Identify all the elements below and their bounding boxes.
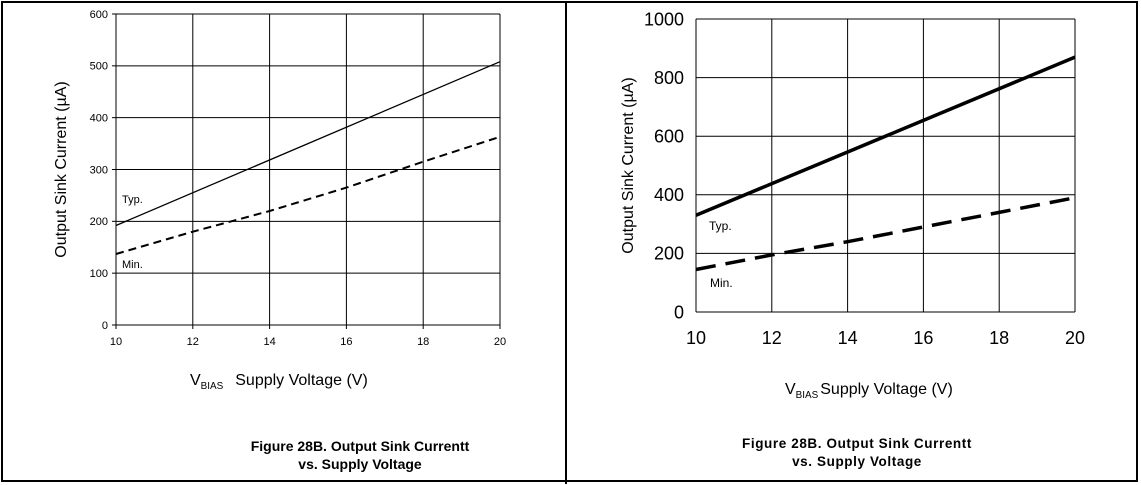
y-tick-label: 0 [674, 302, 684, 322]
series-line-min [695, 195, 1076, 272]
y-tick-label: 0 [102, 320, 108, 332]
caption-left-line1: Figure 28B. Output Sink Currentt [250, 438, 470, 454]
caption-right-line1: Figure 28B. Output Sink Currentt [742, 436, 972, 451]
x-tick-label: 20 [494, 336, 506, 348]
x-tick-label: 12 [187, 336, 199, 348]
caption-left-line2: vs. Supply Voltage [298, 456, 422, 472]
chart-panel-left: 10 12 14 16 18 20 0 100 200 300 400 500 600 Output Si… [0, 0, 565, 485]
y-tick-label: 500 [90, 61, 108, 73]
y-tick-label: 100 [90, 268, 108, 280]
y-tick-label: 600 [90, 9, 108, 21]
series-line-min [115, 135, 501, 255]
x-tick-label: 18 [417, 336, 429, 348]
series-label-min: Min. [710, 276, 733, 290]
caption-right-line2: vs. Supply Voltage [792, 454, 922, 469]
y-tick-label: 300 [90, 164, 108, 176]
series-label-min: Min. [122, 259, 143, 271]
y-tick-label: 200 [90, 216, 108, 228]
series-line-typ [695, 55, 1076, 217]
y-tick-label: 200 [654, 244, 684, 264]
x-tick-label: 20 [1065, 328, 1085, 348]
y-tick-label: 800 [654, 68, 684, 88]
x-tick-label: 16 [913, 328, 933, 348]
x-axis-label: VBIAS Supply Voltage (V) [190, 372, 368, 392]
caption-right: Figure 28B. Output Sink Currentt vs. Sup… [647, 435, 1067, 471]
x-tick-label: 14 [838, 328, 858, 348]
chart-panel-right: 10 12 14 16 18 20 0 200 400 600 800 1000 Output Sink… [567, 0, 1141, 485]
x-axis-label: VBIAS Supply Voltage (V) [785, 381, 953, 401]
x-tick-label: 12 [762, 328, 782, 348]
series-label-typ: Typ. [122, 194, 143, 206]
y-tick-label: 400 [654, 185, 684, 205]
x-tick-label: 14 [263, 336, 275, 348]
x-tick-label: 16 [340, 336, 352, 348]
series-line-typ [115, 61, 501, 227]
x-tick-label: 10 [686, 328, 706, 348]
x-tick-label: 10 [110, 336, 122, 348]
y-tick-label: 1000 [644, 9, 684, 29]
y-axis-label: Output Sink Current (µA) [53, 81, 70, 257]
caption-left: Figure 28B. Output Sink Currentt vs. Sup… [150, 437, 570, 473]
y-axis-label: Output Sink Current (µA) [620, 77, 637, 253]
series-label-typ: Typ. [709, 219, 732, 233]
panel-divider [565, 1, 567, 484]
x-tick-label: 18 [989, 328, 1009, 348]
y-tick-label: 600 [654, 127, 684, 147]
y-tick-label: 400 [90, 113, 108, 125]
